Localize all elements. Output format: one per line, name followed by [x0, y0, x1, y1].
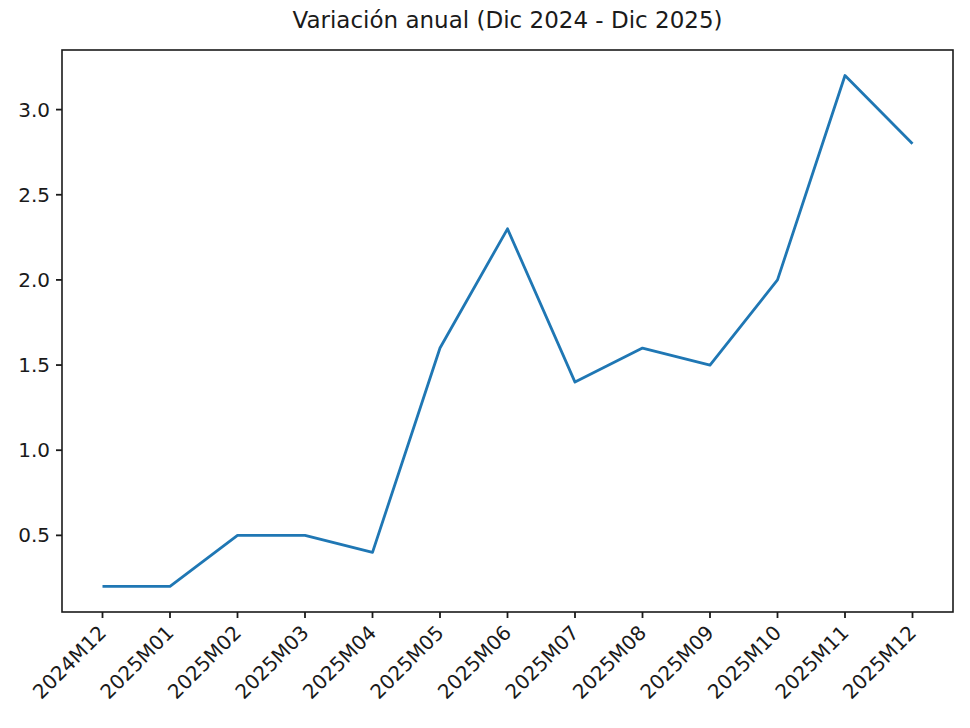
y-tick-label: 1.5	[18, 353, 50, 377]
y-tick-label: 2.0	[18, 268, 50, 292]
x-tick-label: 2025M12	[838, 621, 921, 704]
y-tick-label: 0.5	[18, 523, 50, 547]
data-line	[103, 76, 913, 587]
y-tick-label: 3.0	[18, 98, 50, 122]
figure: Variación anual (Dic 2024 - Dic 2025) 0.…	[0, 0, 970, 728]
y-tick-label: 1.0	[18, 438, 50, 462]
line-chart: 0.51.01.52.02.53.02024M122025M012025M022…	[0, 0, 970, 728]
plot-border	[62, 50, 953, 612]
y-tick-label: 2.5	[18, 183, 50, 207]
